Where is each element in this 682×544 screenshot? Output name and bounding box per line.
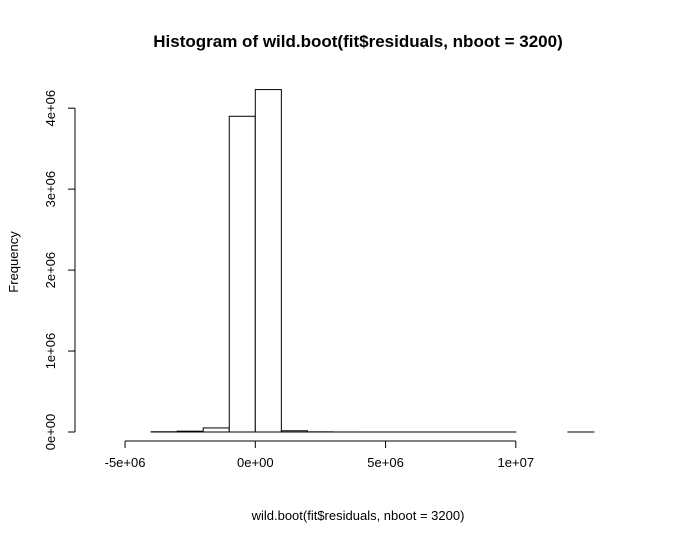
y-tick-label: 1e+06 [43, 333, 58, 370]
chart-title: Histogram of wild.boot(fit$residuals, nb… [153, 32, 562, 51]
x-tick-label: 0e+00 [237, 455, 274, 470]
y-tick-label: 4e+06 [43, 90, 58, 127]
histogram-bar [254, 89, 282, 433]
x-tick-label: 1e+07 [498, 455, 535, 470]
y-tick-label: 2e+06 [43, 252, 58, 289]
y-axis-ticks: 0e+00 1e+06 2e+06 3e+06 4e+06 [43, 90, 75, 450]
y-tick-label: 0e+00 [43, 414, 58, 451]
histogram-bar [202, 427, 230, 433]
histogram-bar [280, 430, 308, 433]
x-axis-ticks: -5e+06 0e+00 5e+06 1e+07 [105, 441, 534, 470]
histogram-bar [228, 115, 256, 433]
y-tick-label: 3e+06 [43, 171, 58, 208]
histogram-bar [176, 430, 204, 433]
x-tick-label: -5e+06 [105, 455, 146, 470]
x-tick-label: 5e+06 [367, 455, 404, 470]
y-axis-label: Frequency [6, 231, 21, 293]
x-axis-label: wild.boot(fit$residuals, nboot = 3200) [251, 508, 465, 523]
histogram-bars [150, 89, 595, 433]
